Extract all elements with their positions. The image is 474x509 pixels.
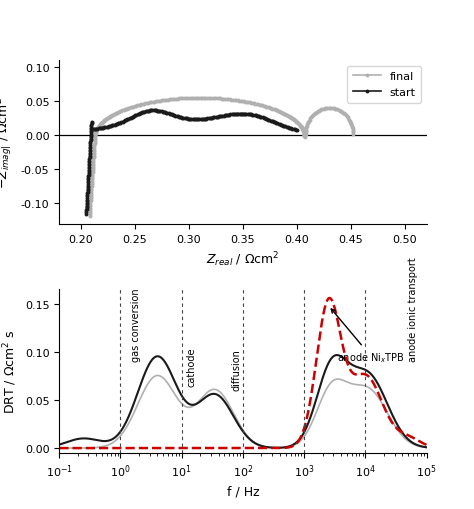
final bbox=[91, 158, 96, 164]
final bbox=[193, 96, 199, 102]
final bbox=[350, 131, 356, 137]
final bbox=[196, 96, 202, 102]
start bbox=[151, 108, 156, 114]
start bbox=[87, 152, 92, 158]
start bbox=[294, 128, 300, 134]
X-axis label: f / Hz: f / Hz bbox=[227, 485, 259, 498]
final bbox=[172, 97, 177, 103]
Text: cathode: cathode bbox=[187, 346, 197, 386]
Y-axis label: DRT / Ωcm$^2$ s: DRT / Ωcm$^2$ s bbox=[2, 329, 19, 414]
start bbox=[84, 195, 90, 202]
X-axis label: $Z_{real}$ / $\Omega$cm$^2$: $Z_{real}$ / $\Omega$cm$^2$ bbox=[206, 249, 280, 268]
start bbox=[113, 122, 118, 128]
final bbox=[107, 115, 112, 121]
start bbox=[85, 186, 91, 192]
Y-axis label: $-Z_{imag|}$ / $\Omega$cm$^2$: $-Z_{imag|}$ / $\Omega$cm$^2$ bbox=[0, 97, 15, 188]
start bbox=[83, 211, 89, 217]
start bbox=[276, 122, 282, 128]
Legend: final, start: final, start bbox=[347, 67, 421, 103]
Line: final: final bbox=[88, 97, 355, 218]
Text: gas conversion: gas conversion bbox=[131, 288, 141, 362]
start bbox=[202, 117, 208, 123]
Text: diffusion: diffusion bbox=[231, 349, 241, 390]
final bbox=[332, 106, 338, 112]
Text: anode ionic transport: anode ionic transport bbox=[408, 257, 418, 362]
Line: start: start bbox=[84, 109, 299, 216]
final bbox=[87, 213, 92, 219]
final bbox=[119, 108, 125, 114]
Text: anode Ni$_x$TPB: anode Ni$_x$TPB bbox=[331, 309, 405, 364]
